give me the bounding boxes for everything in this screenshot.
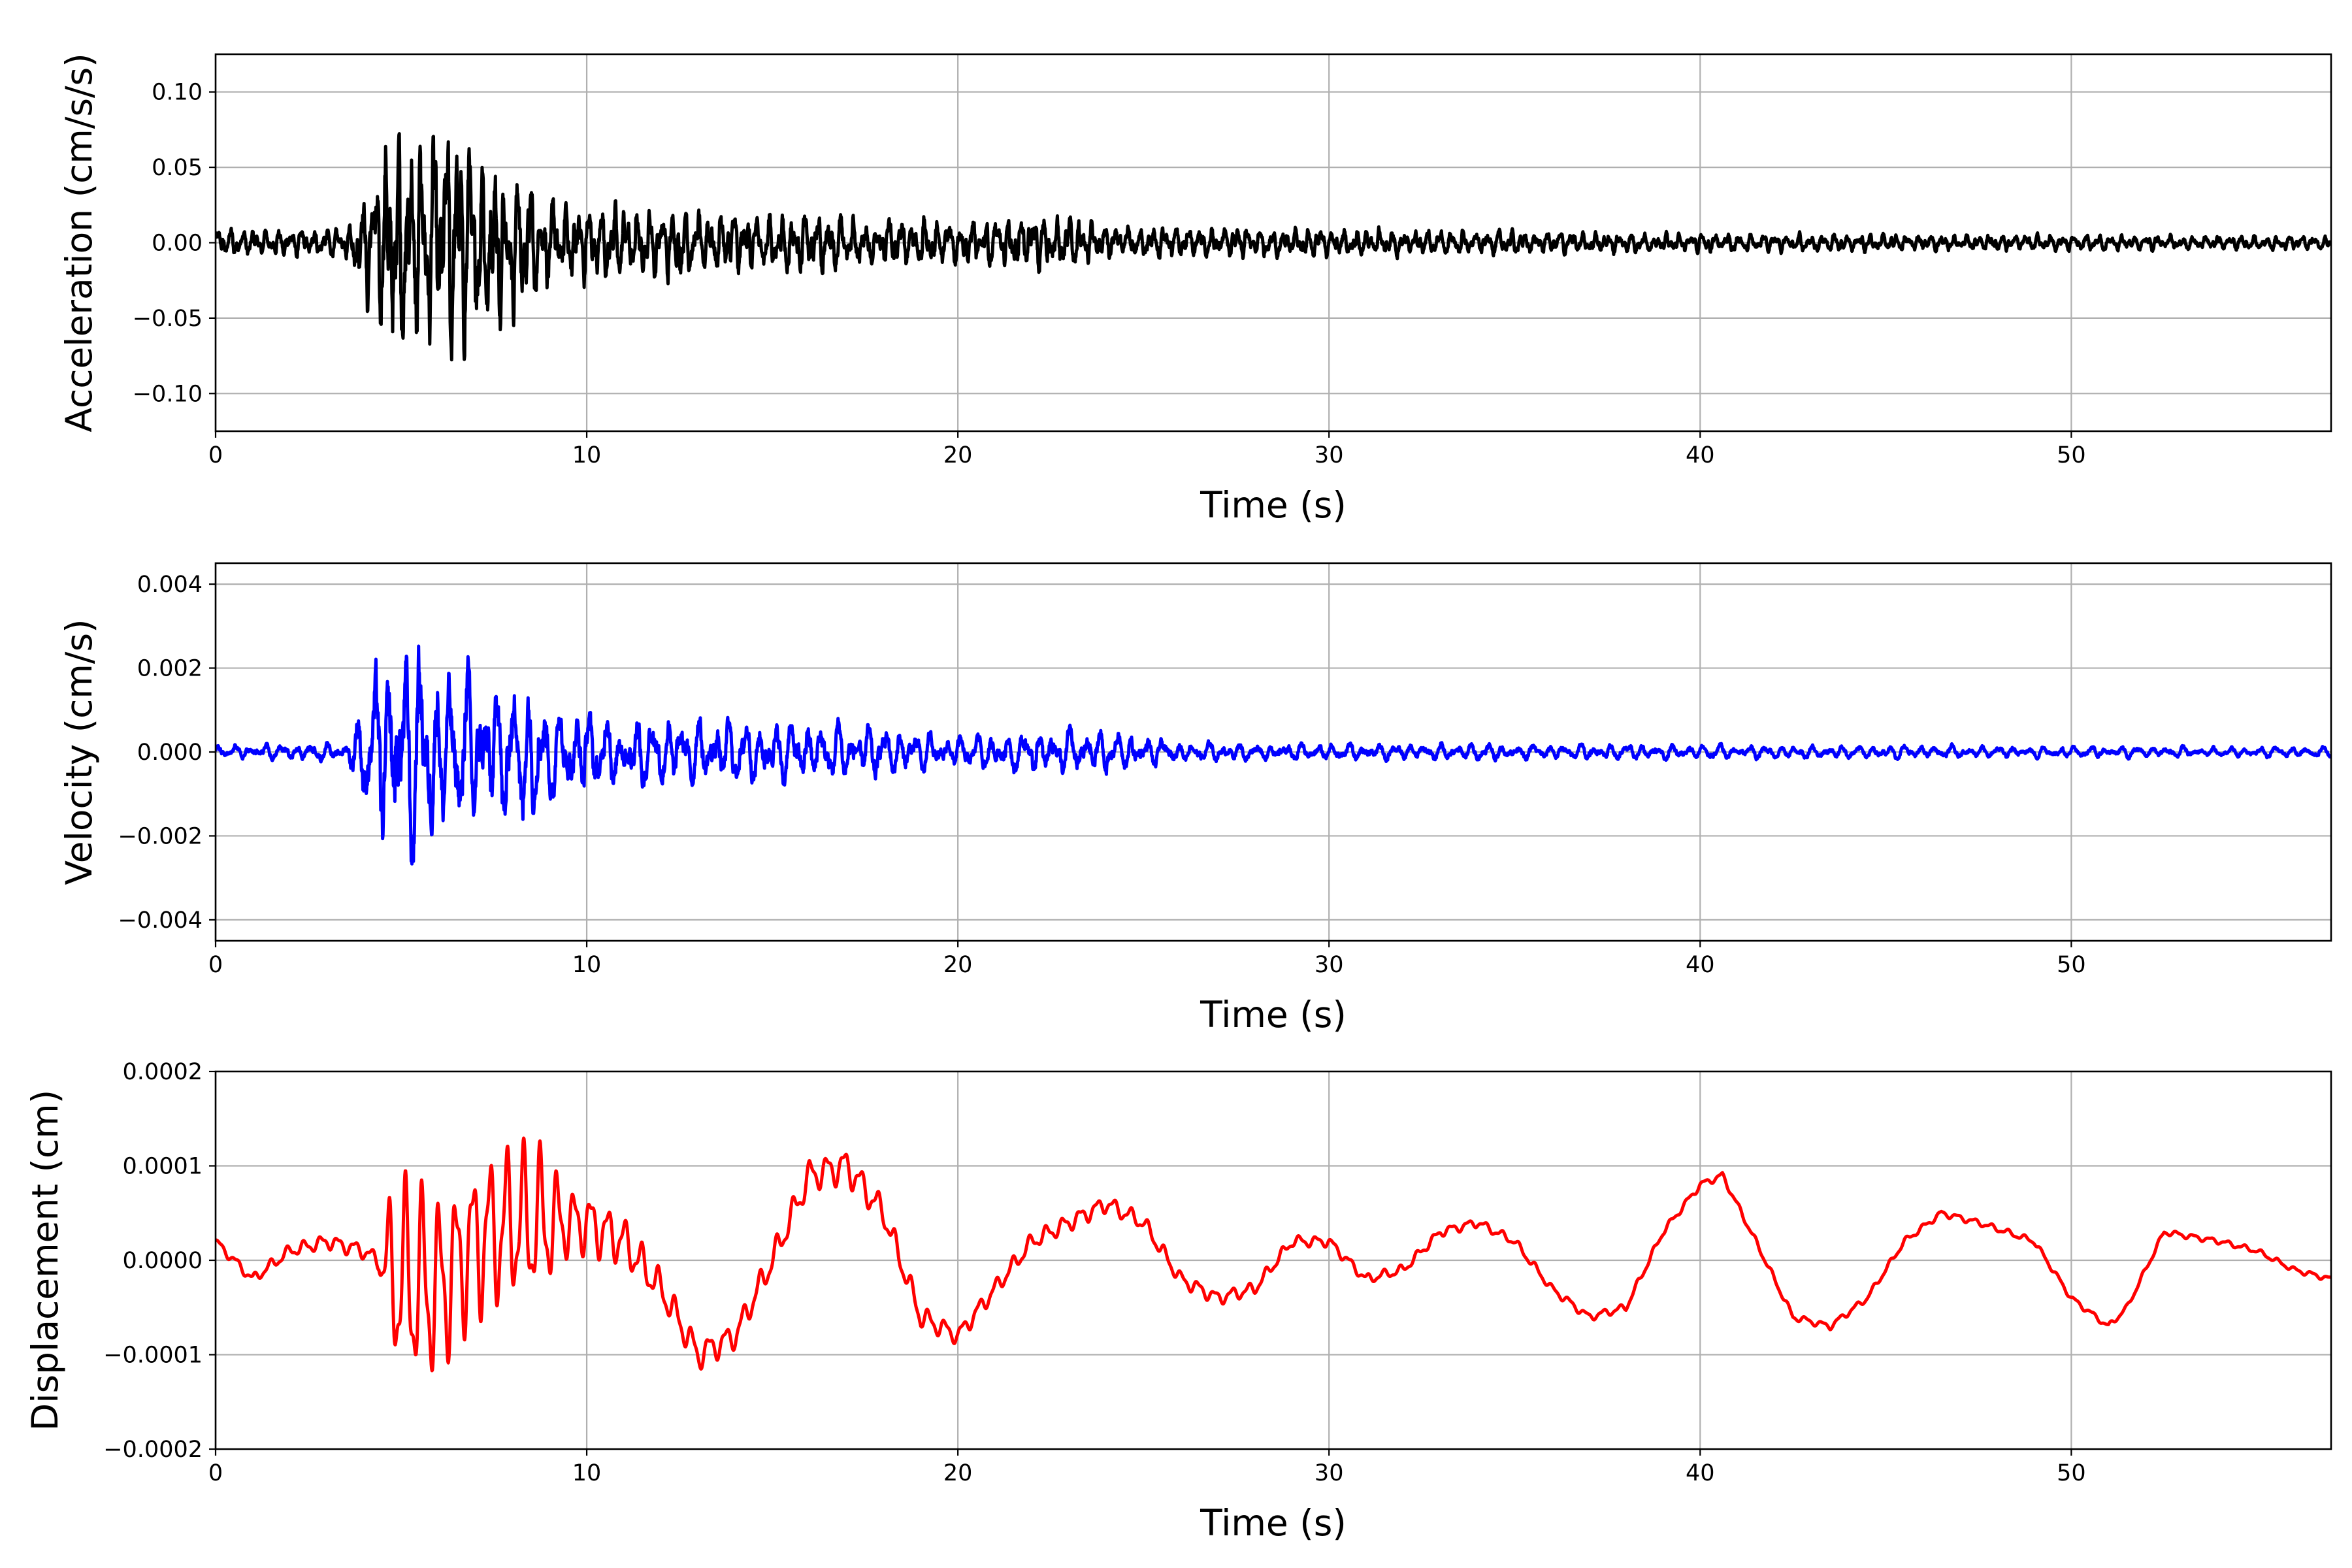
y-tick-label: 0.10 [152,80,203,106]
chart-panel-1: 0 10 20 30 40 50 −0.10 −0.05 0.00 0.05 0.10 Time (s… [58,53,2332,526]
y-tick-label: 0.004 [137,572,203,598]
y-axis-label: Displacement (cm) [24,1090,66,1431]
x-tick-label: 50 [2057,952,2086,978]
x-tick-label: 10 [572,952,602,978]
y-tick-label: 0.002 [137,656,203,682]
x-tick-label: 40 [1686,952,1715,978]
x-axis-label: Time (s) [1200,484,1347,526]
y-tick-label: −0.002 [118,823,203,849]
chart-panel-3: 0 10 20 30 40 50 −0.0002 −0.0001 0.0000 0.0001 0.0… [24,1059,2332,1544]
x-tick-label: 40 [1686,1460,1715,1486]
y-tick-label: −0.0001 [103,1343,203,1369]
y-tick-label: −0.10 [133,381,203,407]
x-axis-label: Time (s) [1200,1502,1347,1544]
x-tick-label: 0 [208,1460,223,1486]
x-tick-label: 10 [572,442,602,468]
y-tick-label: 0.0002 [123,1059,203,1085]
x-tick-label: 30 [1315,1460,1344,1486]
x-axis-label: Time (s) [1200,994,1347,1036]
x-tick-label: 20 [943,952,973,978]
x-tick-label: 50 [2057,442,2086,468]
y-axis-label: Velocity (cm/s) [58,619,100,885]
x-tick-label: 10 [572,1460,602,1486]
y-tick-label: 0.00 [152,231,203,257]
y-tick-label: −0.05 [133,306,203,332]
series-line [216,1136,2331,1373]
x-tick-label: 0 [208,442,223,468]
y-tick-label: 0.05 [152,155,203,181]
series-line [216,132,2331,362]
y-axis-label: Acceleration (cm/s/s) [58,53,100,432]
y-tick-label: 0.0000 [123,1248,203,1274]
grid [214,1071,2331,1449]
x-tick-label: 30 [1315,442,1344,468]
y-tick-label: 0.000 [137,740,203,766]
chart-panel-2: 0 10 20 30 40 50 −0.004 −0.002 0.000 0.002 0.004 Ti… [58,562,2332,1036]
y-tick-label: 0.0001 [123,1154,203,1180]
x-tick-label: 40 [1686,442,1715,468]
x-tick-label: 30 [1315,952,1344,978]
x-tick-label: 50 [2057,1460,2086,1486]
series-line [216,644,2331,866]
x-tick-label: 20 [943,442,973,468]
y-tick-label: −0.004 [118,907,203,934]
x-tick-label: 0 [208,952,223,978]
y-tick-label: −0.0002 [103,1437,203,1463]
x-tick-label: 20 [943,1460,973,1486]
